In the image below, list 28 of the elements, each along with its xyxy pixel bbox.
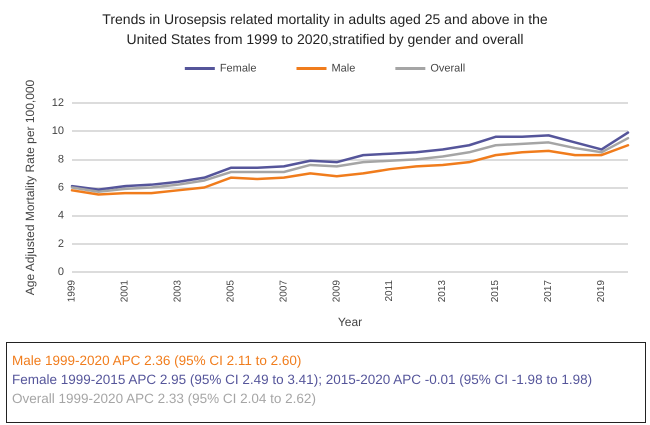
- y-tick-label: 0: [58, 266, 64, 278]
- line-series: [70, 144, 630, 196]
- x-tick-label: 2007: [278, 280, 290, 302]
- x-tick-label: 2001: [119, 280, 130, 302]
- y-tick-label: 4: [58, 210, 64, 222]
- x-tick-label: 2013: [437, 280, 448, 302]
- text: Male 1999-2020 APC 2.36 (95% CI 2.11 to 2.60): [12, 352, 302, 370]
- legend-label: Female: [220, 62, 257, 74]
- x-axis-title: Year: [338, 315, 362, 329]
- x-tick-label: 1999: [66, 280, 78, 302]
- y-tick-label: 6: [58, 182, 64, 194]
- chart-title: Trends in Urosepsis related mortality in adults aged 25 and above in the United States from 1999 to 2020,stratified by gender and overall: [102, 11, 548, 47]
- x-tick-label: 2015: [490, 280, 502, 302]
- legend-label: Male: [331, 62, 356, 74]
- text: Female 1999-2015 APC 2.95 (95% CI 2.49 to 3.41); 2015-2020 APC -0.01 (95% CI -1.98 to 1.98): [12, 371, 594, 389]
- legend-label: Overall: [430, 62, 466, 74]
- x-tick-label: 2019: [596, 280, 608, 302]
- x-tick-label: 2009: [331, 280, 342, 302]
- x-tick-label: 2003: [172, 280, 184, 302]
- x-tick-label: 2011: [384, 280, 396, 302]
- x-tick-label: 2005: [225, 280, 236, 302]
- text: Overall 1999-2020 APC 2.33 (95% CI 2.04 to 2.62): [12, 390, 317, 408]
- y-tick-label: 10: [52, 125, 64, 138]
- y-tick-label: 8: [58, 153, 64, 166]
- x-tick-label: 2017: [543, 280, 554, 302]
- y-tick-label: 12: [52, 97, 64, 109]
- y-tick-label: 2: [58, 238, 64, 250]
- y-axis-title: Age Adjusted Mortality Rate per 100,000: [23, 79, 37, 296]
